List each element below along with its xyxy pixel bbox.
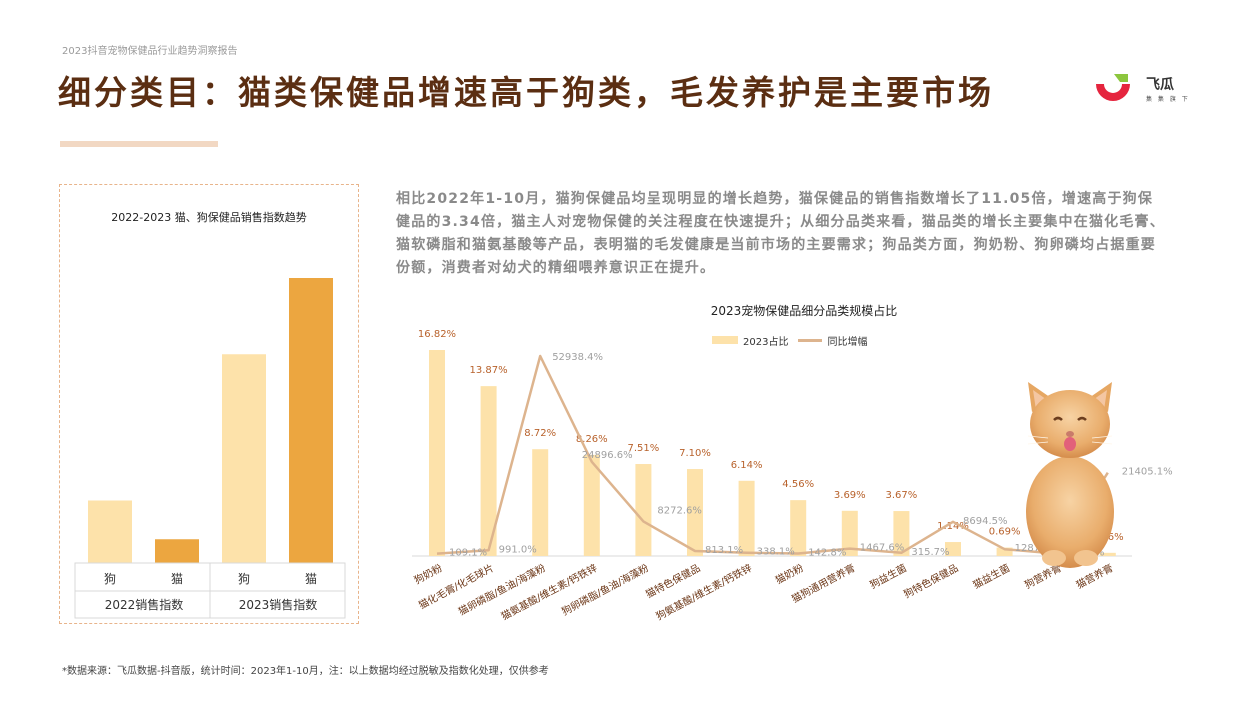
line-value-label-0: 109.1% bbox=[449, 548, 487, 559]
bar-value-label-2: 8.72% bbox=[524, 428, 556, 439]
bar-9 bbox=[893, 511, 910, 556]
group-label-1: 2023销售指数 bbox=[239, 597, 318, 612]
bar-8 bbox=[841, 510, 858, 556]
left-chart-title: 2022-2023 猫、狗保健品销售指数趋势 bbox=[111, 211, 307, 224]
x-tick-label-0-0: 狗 bbox=[104, 572, 116, 586]
category-label-9: 狗益生菌 bbox=[867, 561, 908, 591]
category-label-10: 狗特色保健品 bbox=[901, 561, 960, 601]
left-chart-panel: 2022-2023 猫、狗保健品销售指数趋势 狗猫 2022销售指数狗猫 2023销… bbox=[59, 184, 359, 624]
bar-value-label-3: 8.26% bbox=[576, 434, 608, 445]
bar-value-label-4: 7.51% bbox=[628, 443, 660, 454]
bar-10 bbox=[945, 542, 961, 556]
bar-13 bbox=[1099, 552, 1116, 556]
x-tick-label-1-0: 狗 bbox=[238, 572, 250, 586]
bar-value-label-6: 6.14% bbox=[731, 460, 763, 471]
bar-value-label-8: 3.69% bbox=[834, 490, 866, 501]
line-value-label-2: 52938.4% bbox=[552, 352, 603, 363]
legend-bar-label: 2023占比 bbox=[743, 336, 789, 348]
bar-value-label-5: 7.10% bbox=[679, 448, 711, 459]
title-underline bbox=[60, 141, 218, 147]
line-value-label-9: 315.7% bbox=[911, 547, 949, 558]
legend-bar-swatch bbox=[712, 336, 738, 344]
right-chart-legend: 2023占比 同比增幅 bbox=[712, 332, 867, 348]
legend-line-label: 同比增幅 bbox=[827, 336, 868, 348]
line-value-label-8: 1467.6% bbox=[860, 543, 905, 554]
bar-value-label-7: 4.56% bbox=[782, 479, 814, 490]
report-tag: 2023抖音宠物保健品行业趋势洞察报告 bbox=[62, 46, 238, 57]
bar-5 bbox=[687, 469, 703, 556]
footnote: *数据来源：飞瓜数据-抖音版，统计时间：2023年1-10月，注：以上数据均经过… bbox=[62, 666, 549, 677]
kitten-photo-icon bbox=[1026, 382, 1114, 568]
category-label-11: 猫益生菌 bbox=[971, 561, 1012, 591]
bar-7 bbox=[790, 500, 807, 556]
bar-6 bbox=[738, 480, 755, 556]
bar-value-label-9: 3.67% bbox=[886, 490, 918, 501]
line-value-label-1: 991.0% bbox=[499, 544, 537, 555]
bar-value-label-11: 0.69% bbox=[989, 527, 1021, 538]
line-value-label-3: 24896.6% bbox=[582, 450, 633, 461]
logo-slogan: 集 集 旗 下 bbox=[1146, 96, 1190, 103]
feigua-logo-icon bbox=[1096, 74, 1130, 101]
bar-4 bbox=[635, 464, 652, 556]
bar-0-1 bbox=[155, 539, 199, 563]
category-label-0: 狗奶粉 bbox=[412, 561, 445, 587]
bar-1 bbox=[480, 386, 497, 556]
line-value-label-6: 338.1% bbox=[757, 547, 795, 558]
right-chart-title: 2023宠物保健品细分品类规模占比 bbox=[710, 304, 898, 318]
bar-0 bbox=[429, 350, 445, 556]
logo-name: 飞瓜 bbox=[1146, 77, 1174, 93]
x-tick-label-1-1: 猫 bbox=[305, 572, 317, 586]
category-label-7: 猫奶粉 bbox=[773, 561, 806, 587]
x-tick-label-0-1: 猫 bbox=[171, 572, 183, 586]
bar-11 bbox=[996, 547, 1013, 556]
bar-0-0 bbox=[88, 500, 132, 563]
bar-value-label-0: 16.82% bbox=[418, 329, 456, 340]
bar-1-1 bbox=[289, 278, 333, 563]
category-label-4: 狗卵磷脂/鱼油/海藻粉 bbox=[559, 561, 651, 618]
line-value-label-13: 21405.1% bbox=[1122, 467, 1173, 478]
category-label-6: 狗氨基酸/维生素/钙铁锌 bbox=[654, 561, 754, 623]
line-value-label-7: 142.8% bbox=[808, 547, 846, 558]
line-value-label-5: 813.1% bbox=[705, 545, 743, 556]
category-label-3: 猫氨基酸/维生素/钙铁锌 bbox=[499, 561, 599, 623]
bar-1-0 bbox=[222, 354, 266, 563]
group-label-0: 2022销售指数 bbox=[105, 597, 184, 612]
bar-value-label-1: 13.87% bbox=[470, 365, 508, 376]
bar-value-label-10: 1.14% bbox=[937, 521, 969, 532]
sales-index-bar-chart: 狗猫2022销售指数狗 猫2023销售指数 bbox=[74, 278, 346, 619]
category-label-2: 猫卵磷脂/鱼油/海藻粉 bbox=[456, 561, 548, 618]
description-text: 相比2022年1-10月，猫狗保健品均呈现明显的增长趋势，猫保健品的销售指数增长… bbox=[396, 191, 1165, 276]
bar-2 bbox=[532, 449, 549, 556]
line-value-label-10: 8694.5% bbox=[963, 516, 1008, 527]
legend-line-swatch bbox=[798, 338, 823, 342]
page-title: 细分类目：猫类保健品增速高于狗类，毛发养护是主要市场 bbox=[58, 73, 994, 112]
bar-3 bbox=[583, 454, 600, 556]
growth-line bbox=[436, 354, 1109, 555]
line-value-label-4: 8272.6% bbox=[657, 505, 702, 516]
